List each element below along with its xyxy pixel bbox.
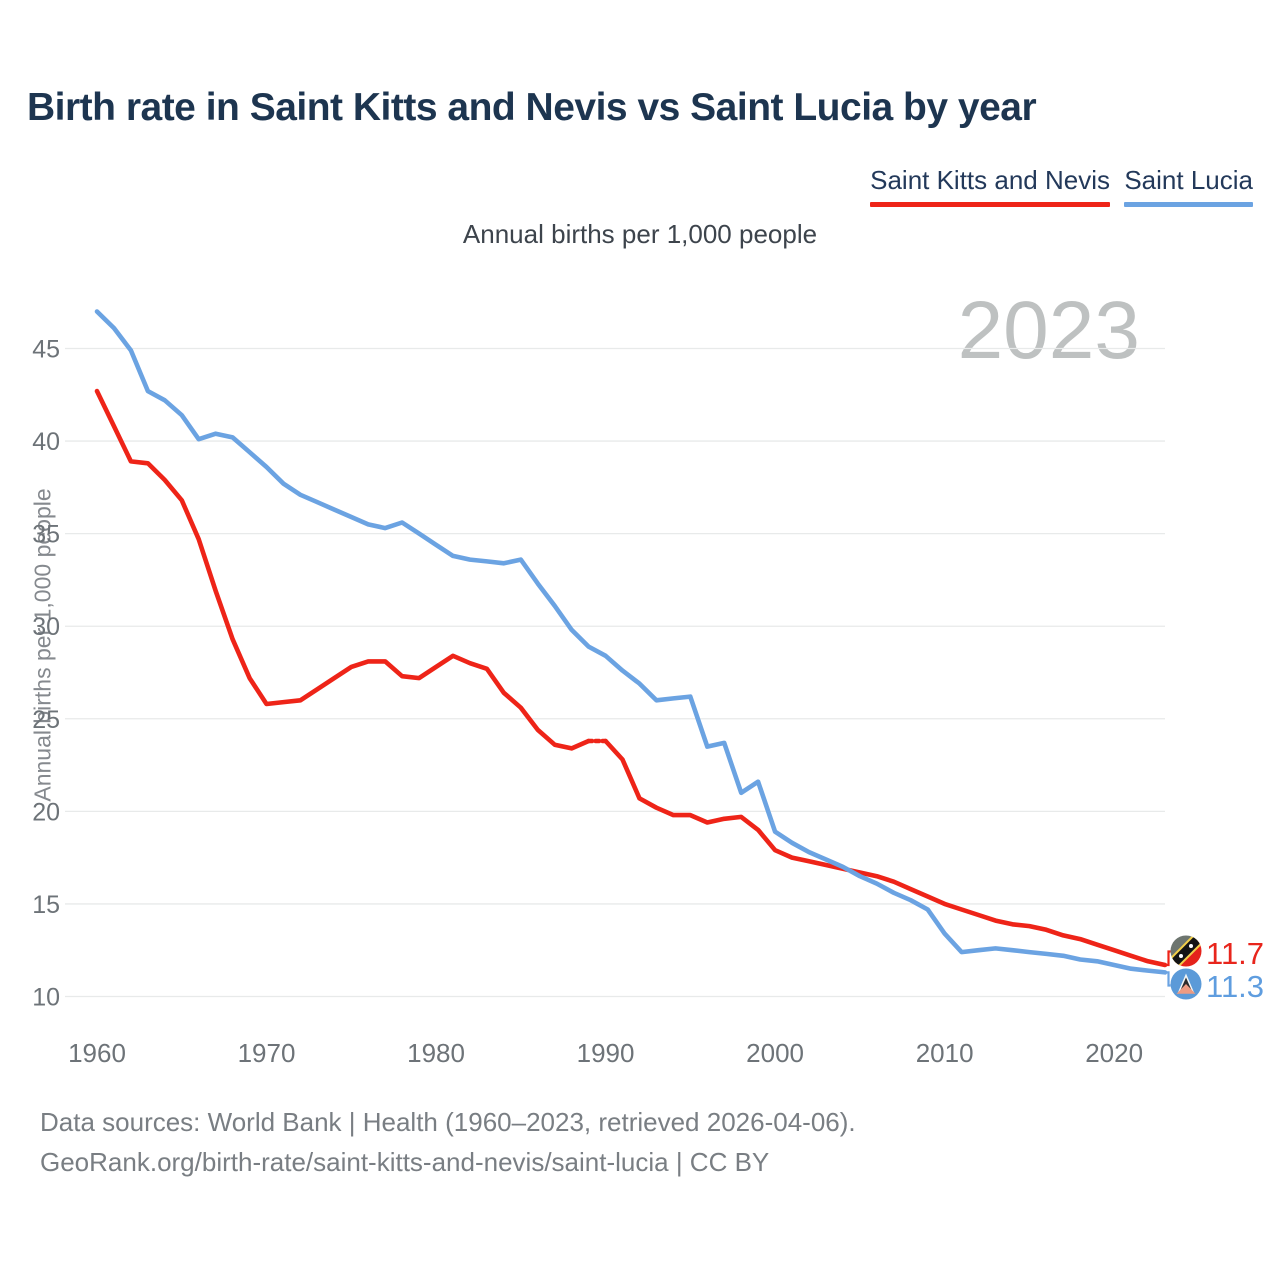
y-tick-15: 15	[32, 891, 60, 919]
saint-kitts-and-nevis-flag-icon	[1170, 935, 1202, 967]
x-tick-1960: 1960	[68, 1038, 126, 1068]
axis-tick-labels: 10 15 20 25 30 35 40 45 1960 1970 1980 1990 2000 2010…	[32, 336, 1143, 1069]
x-tick-2010: 2010	[916, 1038, 974, 1068]
gridlines	[65, 347, 1165, 998]
year-watermark: 2023	[957, 285, 1140, 376]
legend-color-bar-saint-kitts-and-nevis	[870, 202, 1110, 207]
page-title: Birth rate in Saint Kitts and Nevis vs S…	[27, 86, 1037, 129]
series-line-saint-lucia	[94, 309, 1168, 975]
connector-saint-lucia	[1163, 971, 1171, 987]
y-tick-35: 35	[32, 521, 60, 549]
y-tick-40: 40	[32, 428, 60, 456]
footer-data-sources: Data sources: World Bank | Health (1960–…	[40, 1107, 856, 1137]
connector-saint-kitts-and-nevis	[1163, 950, 1171, 967]
series-line-saint-kitts-and-nevis	[603, 738, 1168, 968]
x-tick-1990: 1990	[577, 1038, 635, 1068]
series-line-saint-kitts-and-nevis	[94, 388, 591, 751]
legend-color-bar-saint-lucia	[1124, 202, 1253, 207]
y-tick-25: 25	[32, 706, 60, 734]
legend-label-saint-kitts-and-nevis: Saint Kitts and Nevis	[870, 165, 1110, 195]
x-tick-2000: 2000	[746, 1038, 804, 1068]
series-lines	[94, 309, 1168, 975]
footer-url-license: GeoRank.org/birth-rate/saint-kitts-and-n…	[40, 1147, 770, 1177]
y-tick-20: 20	[32, 798, 60, 826]
x-tick-1970: 1970	[238, 1038, 296, 1068]
legend-label-saint-lucia: Saint Lucia	[1124, 165, 1253, 195]
saint-lucia-flag-icon	[1170, 968, 1202, 1000]
end-value-saint-kitts-and-nevis: 11.7	[1206, 936, 1265, 971]
chart-subtitle: Annual births per 1,000 people	[462, 219, 818, 249]
x-tick-1980: 1980	[407, 1038, 465, 1068]
end-label-connectors	[1163, 950, 1171, 987]
end-value-saint-lucia: 11.3	[1206, 969, 1265, 1004]
x-tick-2020: 2020	[1085, 1038, 1143, 1068]
legend-item-saint-lucia[interactable]: Saint Lucia	[1124, 165, 1253, 207]
y-tick-10: 10	[32, 984, 60, 1012]
y-tick-45: 45	[32, 336, 60, 364]
legend-item-saint-kitts-and-nevis[interactable]: Saint Kitts and Nevis	[870, 165, 1110, 207]
y-tick-30: 30	[32, 613, 60, 641]
